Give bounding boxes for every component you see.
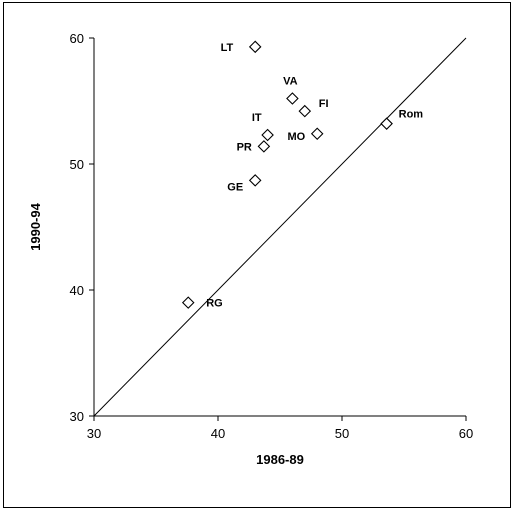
reference-line [93, 37, 467, 417]
point-label-va: VA [283, 75, 298, 87]
point-label-rom: Rom [399, 109, 424, 121]
data-point-rg [181, 296, 195, 309]
data-point-pr [257, 140, 271, 153]
point-label-rg: RG [206, 298, 223, 310]
y-tick-label: 50 [70, 157, 84, 172]
x-axis-title: 1986-89 [256, 452, 304, 467]
y-tick-label: 60 [70, 31, 84, 46]
axes [93, 38, 466, 417]
point-label-lt: LT [221, 42, 234, 54]
y-tick-label: 30 [70, 409, 84, 424]
data-point-va [286, 92, 299, 105]
data-point-ge [248, 174, 262, 187]
point-label-it: IT [252, 112, 262, 124]
data-point-mo [310, 127, 324, 141]
x-tick-label: 60 [459, 426, 473, 441]
data-point-it [261, 128, 274, 142]
data-point-rom [380, 117, 393, 130]
point-label-ge: GE [227, 181, 243, 193]
data-point-fi [298, 104, 312, 118]
x-tick-label: 30 [87, 426, 101, 441]
y-tick-label: 40 [70, 283, 84, 298]
data-point-lt [248, 40, 262, 54]
tick-labels: 30 40 50 60 30 40 50 60 [70, 31, 474, 441]
point-label-pr: PR [237, 141, 252, 153]
point-label-fi: FI [319, 98, 329, 110]
x-tick-label: 40 [211, 426, 225, 441]
chart-frame [3, 2, 511, 508]
point-labels: LT VA FI IT PR MO GE Rom RG [206, 42, 423, 310]
y-axis-title: 1990-94 [28, 202, 43, 250]
point-label-mo: MO [287, 131, 305, 143]
x-tick-label: 50 [335, 426, 349, 441]
data-points [181, 40, 393, 309]
